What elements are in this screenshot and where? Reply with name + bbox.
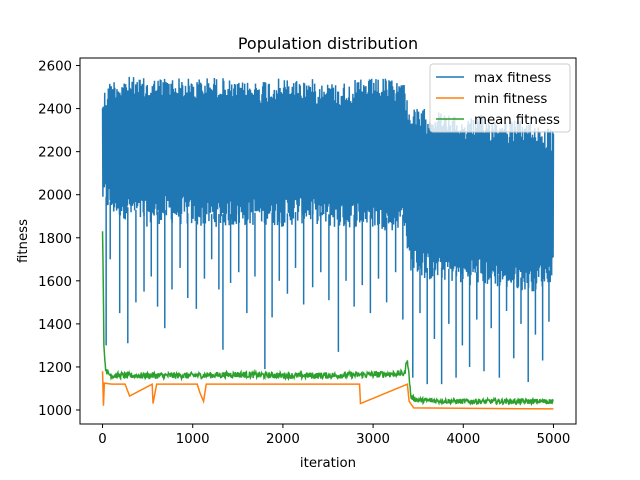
x-axis-title: iteration [300, 456, 356, 471]
y-tick-label: 1200 [38, 361, 72, 376]
y-tick-label: 2400 [38, 103, 72, 118]
series-min-fitness-line [101, 371, 554, 410]
series-mean-fitness-line [101, 231, 554, 406]
legend-label: min fitness [474, 92, 547, 107]
legend: max fitness min fitness mean fitness [429, 63, 571, 133]
chart-title: Population distribution [238, 34, 418, 53]
x-tick-label: 2000 [266, 432, 300, 447]
y-tick-label: 1400 [38, 318, 72, 333]
legend-label: max fitness [474, 71, 551, 86]
axes-frame [79, 57, 577, 425]
x-tick-label: 5000 [537, 432, 571, 447]
y-axis: 1000 1200 1400 1600 1800 2000 2200 2400 2600 [38, 60, 80, 419]
x-axis: 0 1000 2000 3000 4000 5000 [98, 424, 570, 447]
x-tick-label: 1000 [176, 432, 210, 447]
series-max-fitness-line [101, 76, 555, 292]
legend-box [429, 63, 571, 133]
y-tick-label: 2200 [38, 146, 72, 161]
y-tick-label: 1600 [38, 275, 72, 290]
x-tick-label: 0 [98, 432, 106, 447]
x-tick-label: 4000 [446, 432, 480, 447]
y-tick-label: 1800 [38, 232, 72, 247]
y-axis-title: fitness [16, 219, 31, 263]
y-tick-label: 2000 [38, 189, 72, 204]
x-tick-label: 3000 [356, 432, 390, 447]
plot-area [101, 76, 555, 410]
y-tick-label: 2600 [38, 60, 72, 75]
y-tick-label: 1000 [38, 404, 72, 419]
legend-label: mean fitness [474, 113, 560, 128]
